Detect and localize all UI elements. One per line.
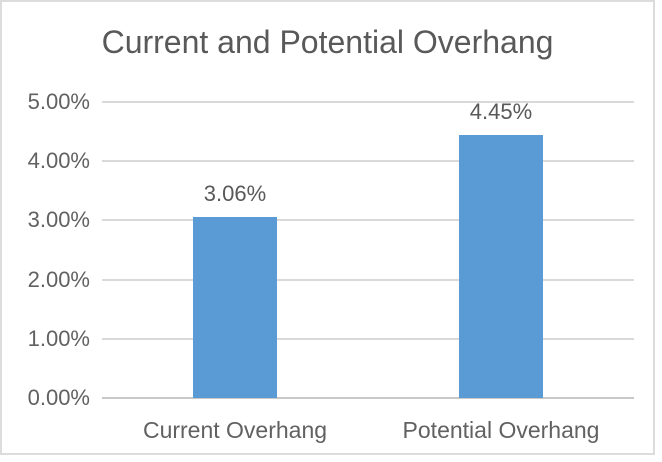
- y-tick-label: 3.00%: [27, 207, 90, 233]
- y-axis-labels: 0.00% 1.00% 2.00% 3.00% 4.00% 5.00%: [2, 89, 90, 410]
- gridline: [102, 101, 634, 103]
- y-tick-label: 4.00%: [27, 148, 90, 174]
- x-axis-line: [102, 397, 634, 399]
- data-label-2: 4.45%: [469, 98, 533, 124]
- bar-1: [193, 216, 277, 398]
- bar-2: [459, 134, 543, 398]
- plot-area: 3.06% 4.45%: [102, 98, 634, 399]
- gridline: [102, 278, 634, 281]
- chart-title: Current and Potential Overhang: [101, 24, 554, 60]
- x-category-label-2: Potential Overhang: [402, 417, 600, 443]
- x-category-label-1: Current Overhang: [142, 417, 328, 443]
- gridline: [102, 337, 634, 340]
- data-label-1: 3.06%: [203, 180, 267, 206]
- x-axis-labels: Current Overhang Potential Overhang: [102, 416, 634, 446]
- y-tick-label: 1.00%: [27, 325, 90, 351]
- chart-frame: Current and Potential Overhang 3.06% 4.45…: [0, 0, 655, 455]
- y-tick-label: 5.00%: [27, 89, 90, 114]
- gridline: [102, 160, 634, 163]
- y-tick-label: 2.00%: [27, 266, 90, 292]
- gridline: [102, 219, 634, 222]
- y-tick-label: 0.00%: [27, 385, 90, 410]
